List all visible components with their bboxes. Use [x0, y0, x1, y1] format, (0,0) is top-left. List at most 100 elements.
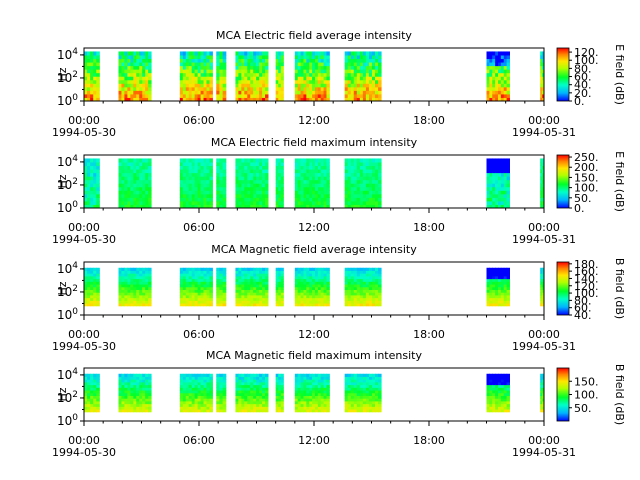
data-cell	[87, 303, 91, 307]
data-cell	[362, 273, 367, 277]
data-cell	[303, 169, 307, 174]
data-cell	[148, 292, 152, 296]
data-cell	[506, 392, 510, 396]
data-cell	[300, 86, 304, 91]
data-cell	[540, 200, 543, 205]
data-cell	[244, 193, 248, 198]
data-cell	[368, 278, 373, 282]
data-cell	[124, 284, 128, 288]
data-cell	[244, 79, 248, 84]
data-cell	[492, 51, 496, 56]
data-cell	[118, 300, 122, 304]
data-cell	[506, 193, 510, 198]
data-cell	[93, 83, 97, 88]
data-cell	[206, 278, 210, 282]
data-cell	[219, 183, 224, 188]
data-cell	[309, 406, 313, 410]
data-cell	[118, 395, 122, 399]
data-cell	[320, 204, 325, 209]
data-cell	[127, 62, 131, 67]
data-cell	[353, 179, 358, 184]
data-cell	[197, 90, 202, 95]
data-cell	[253, 381, 257, 386]
data-cell	[145, 270, 149, 274]
data-cell	[133, 400, 137, 405]
data-cell	[259, 97, 263, 102]
data-cell	[365, 392, 370, 396]
data-cell	[197, 392, 202, 396]
data-cell	[216, 273, 220, 277]
data-cell	[359, 172, 364, 177]
data-cell	[118, 204, 122, 209]
data-cell	[244, 186, 248, 191]
data-cell	[280, 409, 284, 413]
data-cell	[300, 179, 304, 184]
data-cell	[314, 398, 319, 402]
data-cell	[222, 90, 227, 95]
data-cell	[133, 392, 137, 396]
data-cell	[356, 403, 361, 407]
data-cell	[278, 62, 282, 67]
data-cell	[506, 273, 510, 277]
data-cell	[244, 204, 248, 209]
data-cell	[203, 200, 207, 205]
data-cell	[306, 392, 310, 396]
data-cell	[118, 90, 122, 95]
data-cell	[118, 183, 122, 188]
data-cell	[124, 384, 128, 388]
data-cell	[203, 395, 207, 399]
data-cell	[139, 190, 143, 195]
data-cell	[312, 204, 316, 209]
data-cell	[314, 62, 319, 67]
data-cell	[142, 303, 146, 307]
data-cell	[309, 200, 313, 205]
data-cell	[253, 400, 257, 405]
data-cell	[362, 193, 367, 198]
data-cell	[368, 289, 373, 293]
data-cell	[489, 76, 493, 81]
data-cell	[542, 200, 545, 205]
data-cell	[323, 303, 327, 307]
data-cell	[241, 76, 245, 81]
data-cell	[244, 169, 248, 174]
data-cell	[303, 303, 307, 307]
data-cell	[353, 273, 358, 277]
data-cell	[191, 297, 196, 301]
data-cell	[216, 373, 220, 377]
data-cell	[326, 65, 330, 70]
data-cell	[145, 395, 149, 399]
data-cell	[347, 273, 352, 277]
data-cell	[362, 373, 367, 377]
data-cell	[540, 193, 543, 198]
data-cell	[148, 300, 152, 304]
data-cell	[495, 292, 499, 296]
data-cell	[356, 197, 361, 202]
data-cell	[317, 381, 322, 386]
data-cell	[145, 169, 149, 174]
data-cell	[506, 183, 510, 188]
data-cell	[84, 172, 88, 177]
data-cell	[133, 381, 137, 386]
data-cell	[136, 172, 140, 177]
data-cell	[188, 403, 193, 407]
data-cell	[238, 193, 242, 198]
data-cell	[222, 179, 227, 184]
data-cell	[136, 97, 140, 102]
data-cell	[87, 172, 91, 177]
data-cell	[247, 284, 251, 288]
data-cell	[203, 55, 207, 60]
data-cell	[320, 292, 325, 296]
data-cell	[256, 281, 260, 285]
data-cell	[306, 289, 310, 293]
data-cell	[93, 97, 97, 102]
data-cell	[259, 193, 263, 198]
data-cell	[489, 55, 493, 60]
data-cell	[486, 278, 490, 282]
data-cell	[368, 197, 373, 202]
data-cell	[247, 297, 251, 301]
data-cell	[297, 65, 302, 70]
data-cell	[347, 90, 352, 95]
data-cell	[371, 297, 376, 301]
data-cell	[506, 300, 510, 304]
data-cell	[209, 379, 213, 383]
